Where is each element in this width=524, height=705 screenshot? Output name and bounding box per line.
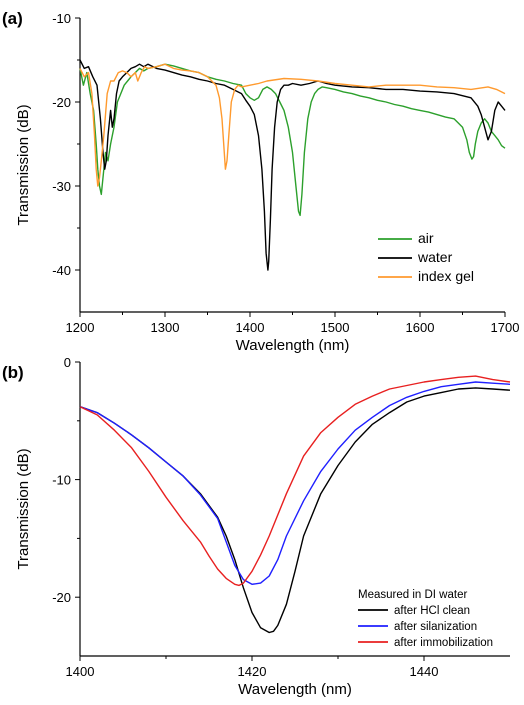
- legend-label-b-after-silanization: after silanization: [394, 621, 477, 633]
- series-line-b-after-immobilization: [79, 375, 511, 587]
- y-tick-label-a--30: -30: [52, 179, 71, 194]
- x-tick-label-a-1700: 1700: [491, 320, 520, 335]
- legend-label-a-air: air: [418, 230, 434, 246]
- panel-a-chart: (a) 1200 1300 1400 1500 1600 1700 -10 -20 -30 -40 W…: [2, 9, 519, 354]
- y-tick-label-a--40: -40: [52, 263, 71, 278]
- y-tick-label-b--10: -10: [52, 473, 71, 488]
- y-tick-label-b-0: 0: [64, 355, 71, 370]
- x-tick-label-b-1400: 1400: [66, 664, 95, 679]
- legend-title-b: Measured in DI water: [358, 589, 467, 601]
- y-tick-label-b--20: -20: [52, 590, 71, 605]
- x-tick-label-b-1420: 1420: [238, 664, 267, 679]
- y-axis-label-b: Transmission (dB): [15, 448, 32, 569]
- x-axis-label-a: Wavelength (nm): [236, 337, 350, 354]
- x-tick-label-a-1300: 1300: [151, 320, 180, 335]
- legend-label-b-after-immobilization: after immobilization: [394, 637, 493, 649]
- panel-b-chart: (b) 1400 1420 1440 0 -10 -20 Wavelength (nm) Tra…: [2, 355, 511, 698]
- legend-label-a-water: water: [417, 249, 453, 265]
- y-tick-label-a--10: -10: [52, 11, 71, 26]
- series-line-b-after-silanization: [79, 381, 511, 585]
- x-tick-label-b-1440: 1440: [410, 664, 439, 679]
- series-line-a-water: [79, 59, 506, 271]
- x-tick-label-a-1500: 1500: [321, 320, 350, 335]
- series-line-a-air: [79, 63, 506, 217]
- x-tick-label-a-1400: 1400: [236, 320, 265, 335]
- x-tick-label-a-1600: 1600: [406, 320, 435, 335]
- panel-label-b: (b): [2, 363, 24, 382]
- y-tick-label-a--20: -20: [52, 95, 71, 110]
- x-tick-label-a-1200: 1200: [66, 320, 95, 335]
- legend-label-a-index-gel: index gel: [418, 268, 474, 284]
- y-axis-label-a: Transmission (dB): [15, 104, 32, 225]
- x-axis-label-b: Wavelength (nm): [238, 681, 352, 698]
- panel-label-a: (a): [2, 9, 23, 28]
- series-line-a-index-gel: [79, 63, 506, 187]
- legend-label-b-after-hcl-clean: after HCl clean: [394, 605, 470, 617]
